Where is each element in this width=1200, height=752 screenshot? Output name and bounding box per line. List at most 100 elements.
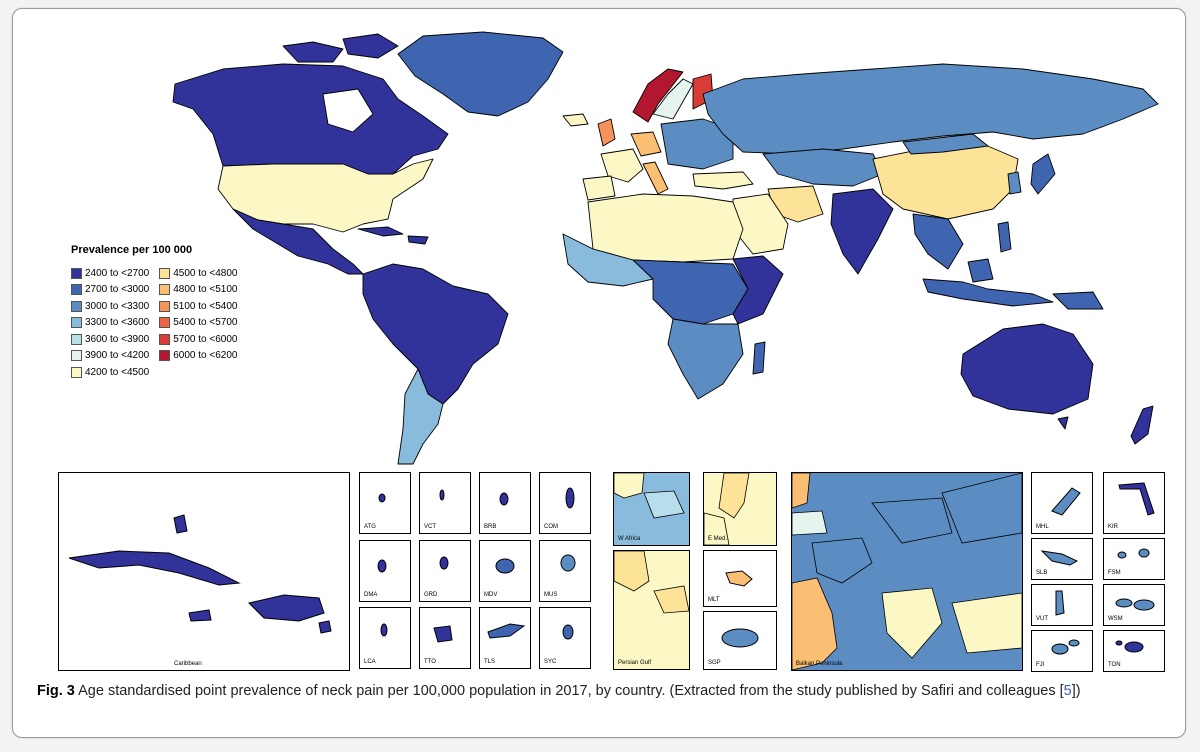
inset-mhl: MHL [1031,472,1093,534]
region-turkey [692,171,754,190]
inset-persian-gulf: Persian Gulf [613,550,690,670]
legend-swatch [159,267,171,279]
legend-column-2: 4500 to <4800 4800 to <5100 5100 to <540… [159,266,237,379]
inset-com: COM [539,472,591,534]
inset-label: LCA [364,659,376,665]
inset-ton: TON [1103,630,1165,672]
inset-label: ATG [364,524,376,530]
legend-item: 5100 to <5400 [159,299,237,313]
inset-vct: VCT [419,472,471,534]
legend-swatch [71,366,82,378]
inset-fsm: FSM [1103,538,1165,580]
region-russia [702,63,1159,155]
inset-label: W Africa [618,536,641,542]
legend-item: 3000 to <3300 [71,299,149,313]
inset-mlt: MLT [703,550,777,607]
region-greenland [397,31,564,117]
legend-swatch [71,300,82,312]
figure-caption: Fig. 3 Age standardised point prevalence… [37,680,1167,702]
region-iberia [582,175,616,201]
legend-swatch [71,333,82,345]
inset-lca: LCA [359,607,411,669]
inset-dma: DMA [359,540,411,602]
legend-swatch [71,350,82,361]
inset-label: TLS [484,659,496,665]
inset-label: BRB [484,524,497,530]
inset-label: FSM [1108,570,1121,576]
inset-mdv: MDV [479,540,531,602]
region-argentina [397,368,444,465]
legend-column-1: 2400 to <2700 2700 to <3000 3000 to <330… [71,266,149,379]
inset-grd: GRD [419,540,471,602]
region-brazil [362,263,509,405]
inset-label: SGP [708,660,721,666]
inset-label: MDV [484,592,498,598]
legend-swatch [159,350,171,361]
inset-balkan: Balkan Peninsula [791,472,1023,671]
inset-brb: BRB [479,472,531,534]
region-central-asia [762,148,884,187]
inset-tto: TTO [419,607,471,669]
caption-reference-link[interactable]: 5 [1063,683,1072,699]
figure-card: Prevalence per 100 000 2400 to <2700 270… [12,8,1186,738]
legend-item: 6000 to <6200 [159,349,237,363]
world-map [172,31,1159,465]
inset-label: TTO [424,659,436,665]
inset-label: WSM [1108,616,1123,622]
legend-swatch [159,333,171,345]
region-north-africa [587,193,744,263]
legend-title: Prevalence per 100 000 [71,244,193,256]
region-germany [630,131,662,157]
region-france [600,148,644,183]
region-italy [642,161,669,195]
region-central-africa [632,259,749,325]
legend-item: 5400 to <5700 [159,316,237,330]
region-norway [632,68,684,123]
inset-vut: VUT [1031,584,1093,626]
caption-text: Age standardised point prevalence of nec… [78,683,1064,699]
legend-swatch [71,317,82,328]
region-australia [960,323,1094,415]
legend-swatch [71,284,82,295]
legend-item: 3600 to <3900 [71,332,149,346]
legend-item: 4200 to <4500 [71,365,149,379]
legend-swatch [159,284,171,295]
legend-item: 4800 to <5100 [159,283,237,297]
inset-w-africa: W Africa [613,472,690,546]
region-india [830,188,894,275]
figure-label: Fig. 3 [37,683,75,699]
inset-label: KIR [1108,524,1119,530]
inset-e-med: E Med. [703,472,777,546]
region-eastern-europe [660,118,734,170]
inset-label: MUS [544,592,558,598]
inset-label: COM [544,524,558,530]
inset-label: Caribbean [174,661,202,667]
inset-caribbean: Caribbean [58,472,350,671]
region-southeast-asia [912,213,964,270]
region-indonesia [922,278,1054,307]
inset-label: E Med. [708,536,728,542]
inset-mus: MUS [539,540,591,602]
region-west-africa [562,233,654,287]
region-uk [597,118,616,147]
inset-kir: KIR [1103,472,1165,534]
legend-item: 4500 to <4800 [159,266,237,280]
legend-item: 5700 to <6000 [159,332,237,346]
legend-item: 2400 to <2700 [71,266,149,280]
inset-fji: FJI [1031,630,1093,672]
inset-label: MLT [708,597,720,603]
caption-text-end: ]) [1071,683,1081,699]
inset-label: FJI [1036,662,1045,668]
region-iceland [562,113,589,127]
inset-label: SLB [1036,570,1048,576]
legend-swatch [159,300,171,312]
region-sweden [652,78,694,120]
inset-syc: SYC [539,607,591,669]
inset-tls: TLS [479,607,531,669]
inset-wsm: WSM [1103,584,1165,626]
legend-item: 2700 to <3000 [71,283,149,297]
inset-label: GRD [424,592,438,598]
inset-label: DMA [364,592,378,598]
legend-item: 3900 to <4200 [71,349,149,363]
inset-atg: ATG [359,472,411,534]
